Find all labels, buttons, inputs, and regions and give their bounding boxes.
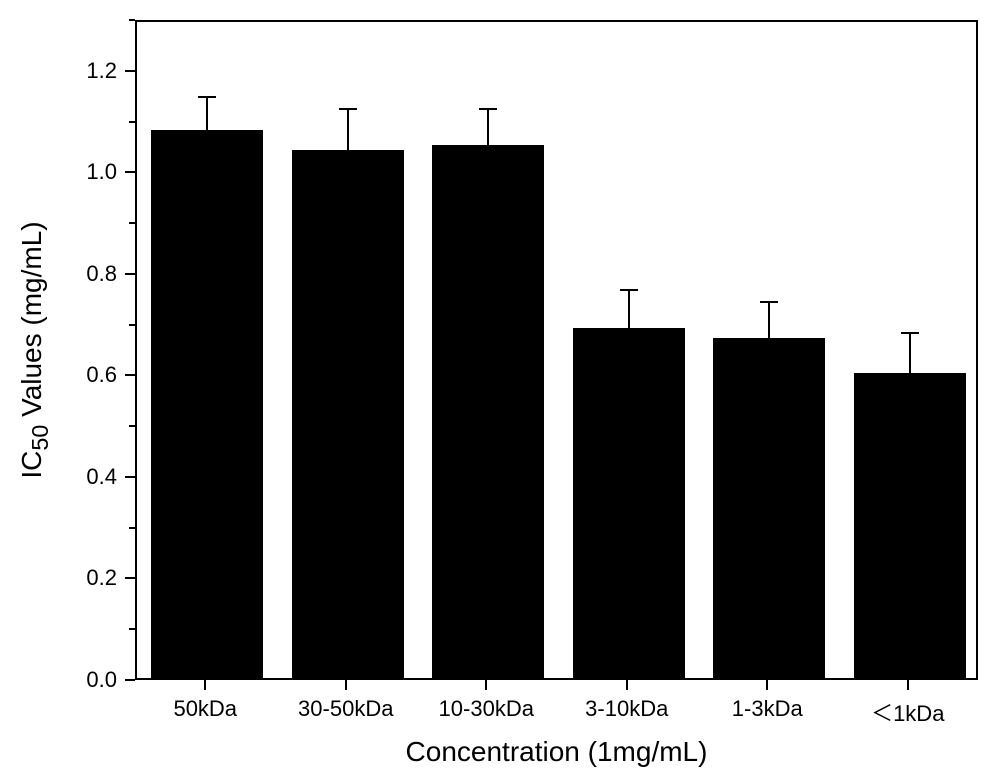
x-tick-mark <box>345 680 347 690</box>
x-tick-mark <box>907 680 909 690</box>
bar <box>573 328 685 678</box>
y-tick-label: 0.8 <box>57 261 117 287</box>
x-tick-label: ＜1kDa <box>871 696 944 728</box>
error-bar <box>620 289 638 332</box>
y-tick-mark <box>125 171 135 173</box>
y-tick-mark <box>125 70 135 72</box>
y-minor-tick <box>129 324 135 326</box>
y-tick-mark <box>125 679 135 681</box>
y-tick-label: 0.4 <box>57 464 117 490</box>
ylabel-sub: 50 <box>27 425 53 451</box>
y-tick-mark <box>125 476 135 478</box>
y-tick-label: 1.2 <box>57 58 117 84</box>
y-tick-mark <box>125 374 135 376</box>
y-minor-tick <box>129 222 135 224</box>
bar <box>854 373 966 678</box>
x-tick-mark <box>485 680 487 690</box>
x-tick-mark <box>766 680 768 690</box>
bar <box>151 130 263 678</box>
y-minor-tick <box>129 121 135 123</box>
y-tick-label: 1.0 <box>57 159 117 185</box>
y-minor-tick <box>129 628 135 630</box>
x-tick-mark <box>626 680 628 690</box>
ylabel-suffix: Values (mg/mL) <box>16 221 47 424</box>
x-tick-label: 1-3kDa <box>732 696 803 722</box>
error-bar <box>198 96 216 134</box>
y-tick-label: 0.2 <box>57 565 117 591</box>
y-minor-tick <box>129 425 135 427</box>
y-tick-label: 0.0 <box>57 667 117 693</box>
x-tick-label: 3-10kDa <box>585 696 668 722</box>
bar <box>292 150 404 678</box>
bar <box>432 145 544 678</box>
x-tick-mark <box>204 680 206 690</box>
bar <box>713 338 825 678</box>
y-tick-mark <box>125 577 135 579</box>
y-tick-label: 0.6 <box>57 362 117 388</box>
error-bar <box>901 332 919 378</box>
y-axis-label: IC50 Values (mg/mL) <box>16 221 54 478</box>
y-minor-tick <box>129 527 135 529</box>
x-tick-label: 50kDa <box>173 696 237 722</box>
ylabel-prefix: IC <box>16 451 47 479</box>
y-tick-mark <box>125 273 135 275</box>
x-tick-label: 30-50kDa <box>298 696 393 722</box>
error-bar <box>339 108 357 154</box>
error-bar <box>479 108 497 149</box>
error-bar <box>760 301 778 342</box>
y-minor-tick <box>129 19 135 21</box>
chart-wrapper: 0.0 0.2 0.4 0.6 0.8 1.0 1.2 50kDa 30-50kDa 10-30… <box>0 0 1000 783</box>
x-axis-label: Concentration (1mg/mL) <box>406 736 708 768</box>
plot-area <box>135 20 978 680</box>
x-tick-label: 10-30kDa <box>439 696 534 722</box>
